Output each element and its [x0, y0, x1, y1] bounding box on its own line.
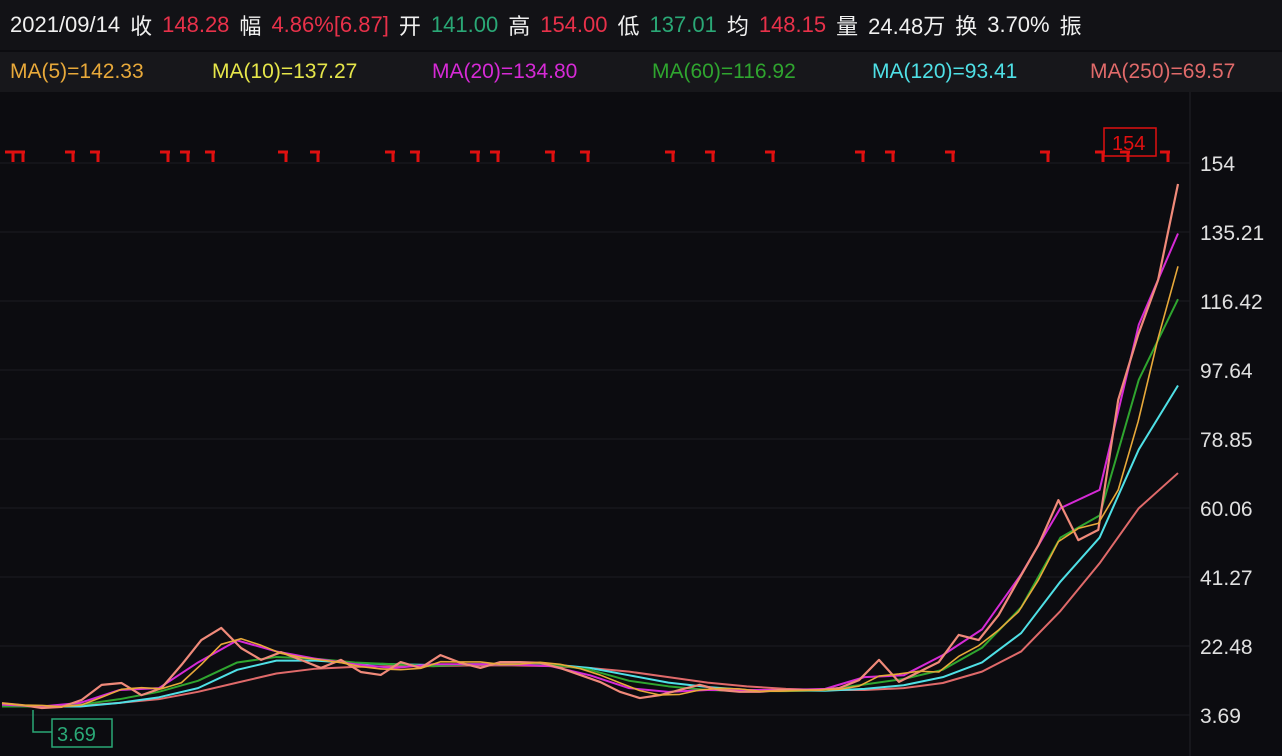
volume-label: 量	[836, 14, 859, 39]
ma-line-ma120	[2, 384, 1179, 708]
limit-up-marker	[855, 150, 865, 162]
ma-legend: MA(5)=142.33 MA(10)=137.27 MA(20)=134.80…	[0, 52, 1282, 92]
open-label: 开	[398, 14, 421, 39]
limit-up-marker	[580, 150, 590, 162]
y-tick-label: 116.42	[1200, 291, 1263, 314]
y-tick-label: 41.27	[1200, 567, 1253, 590]
ma120-legend: MA(120)=93.41	[872, 60, 1018, 83]
limit-up-marker	[1160, 150, 1170, 162]
high-value: 154.00	[540, 12, 608, 37]
ma60-legend: MA(60)=116.92	[652, 60, 796, 83]
min-label-box	[51, 718, 113, 748]
min-price-label: 3.69	[57, 724, 96, 746]
volume-value: 24.48万	[868, 14, 946, 39]
limit-up-marker	[5, 150, 15, 162]
limit-up-marker	[65, 150, 75, 162]
limit-up-marker	[705, 150, 715, 162]
limit-up-marker	[765, 150, 775, 162]
ma250-legend: MA(250)=69.57	[1090, 60, 1236, 83]
max-label-box	[1103, 127, 1157, 157]
y-tick-label: 154	[1200, 153, 1235, 176]
turnover-value: 3.70%	[987, 12, 1050, 37]
y-tick-label: 60.06	[1200, 498, 1253, 521]
limit-up-marker	[490, 150, 500, 162]
y-tick-label: 97.64	[1200, 360, 1253, 383]
close-value: 148.28	[162, 12, 230, 37]
ma5-legend: MA(5)=142.33	[10, 60, 144, 83]
avg-label: 均	[726, 14, 749, 39]
y-tick-label: 22.48	[1200, 636, 1253, 659]
limit-up-marker	[885, 150, 895, 162]
limit-up-marker	[205, 150, 215, 162]
ma10-legend: MA(10)=137.27	[212, 60, 358, 83]
limit-up-marker	[945, 150, 955, 162]
limit-up-marker	[385, 150, 395, 162]
limit-up-marker	[160, 150, 170, 162]
price-chart[interactable]: 154 135.21 116.42 97.64 78.85 60.06 41.27 22.48…	[0, 92, 1282, 756]
ma-line-ma60	[2, 298, 1179, 708]
limit-up-marker	[278, 150, 288, 162]
turnover-label: 换	[955, 14, 978, 39]
close-label: 收	[130, 14, 153, 39]
limit-up-marker	[180, 150, 190, 162]
y-tick-label: 135.21	[1200, 222, 1264, 245]
avg-value: 148.15	[758, 12, 827, 37]
ma20-legend: MA(20)=134.80	[432, 60, 578, 83]
ma5-line	[1, 266, 1179, 708]
limit-up-marker	[410, 150, 420, 162]
low-value: 137.01	[649, 12, 717, 37]
ma-line-ma20	[1, 233, 1179, 708]
limit-up-marker	[470, 150, 480, 162]
limit-up-marker	[90, 150, 100, 162]
open-value: 141.00	[430, 12, 499, 37]
change-value: 4.86%[6.87]	[271, 12, 389, 37]
quote-header: 2021/09/14 收 148.28 幅 4.86%[6.87] 开 141.00 …	[0, 0, 1282, 50]
limit-up-marker	[545, 150, 555, 162]
amplitude-label: 振	[1059, 14, 1082, 39]
y-tick-label: 3.69	[1200, 705, 1241, 728]
high-label: 高	[508, 14, 531, 39]
low-label: 低	[617, 14, 640, 39]
y-tick-label: 78.85	[1200, 429, 1253, 452]
min-label-leader	[32, 710, 52, 733]
max-price-label: 154	[1112, 133, 1145, 155]
price-line	[1, 183, 1180, 710]
limit-up-marker	[310, 150, 320, 162]
limit-up-marker	[15, 150, 25, 162]
limit-up-marker	[1040, 150, 1050, 162]
limit-up-marker	[1120, 150, 1130, 162]
change-label: 幅	[239, 14, 262, 39]
date: 2021/09/14	[10, 12, 121, 37]
limit-up-marker	[665, 150, 675, 162]
